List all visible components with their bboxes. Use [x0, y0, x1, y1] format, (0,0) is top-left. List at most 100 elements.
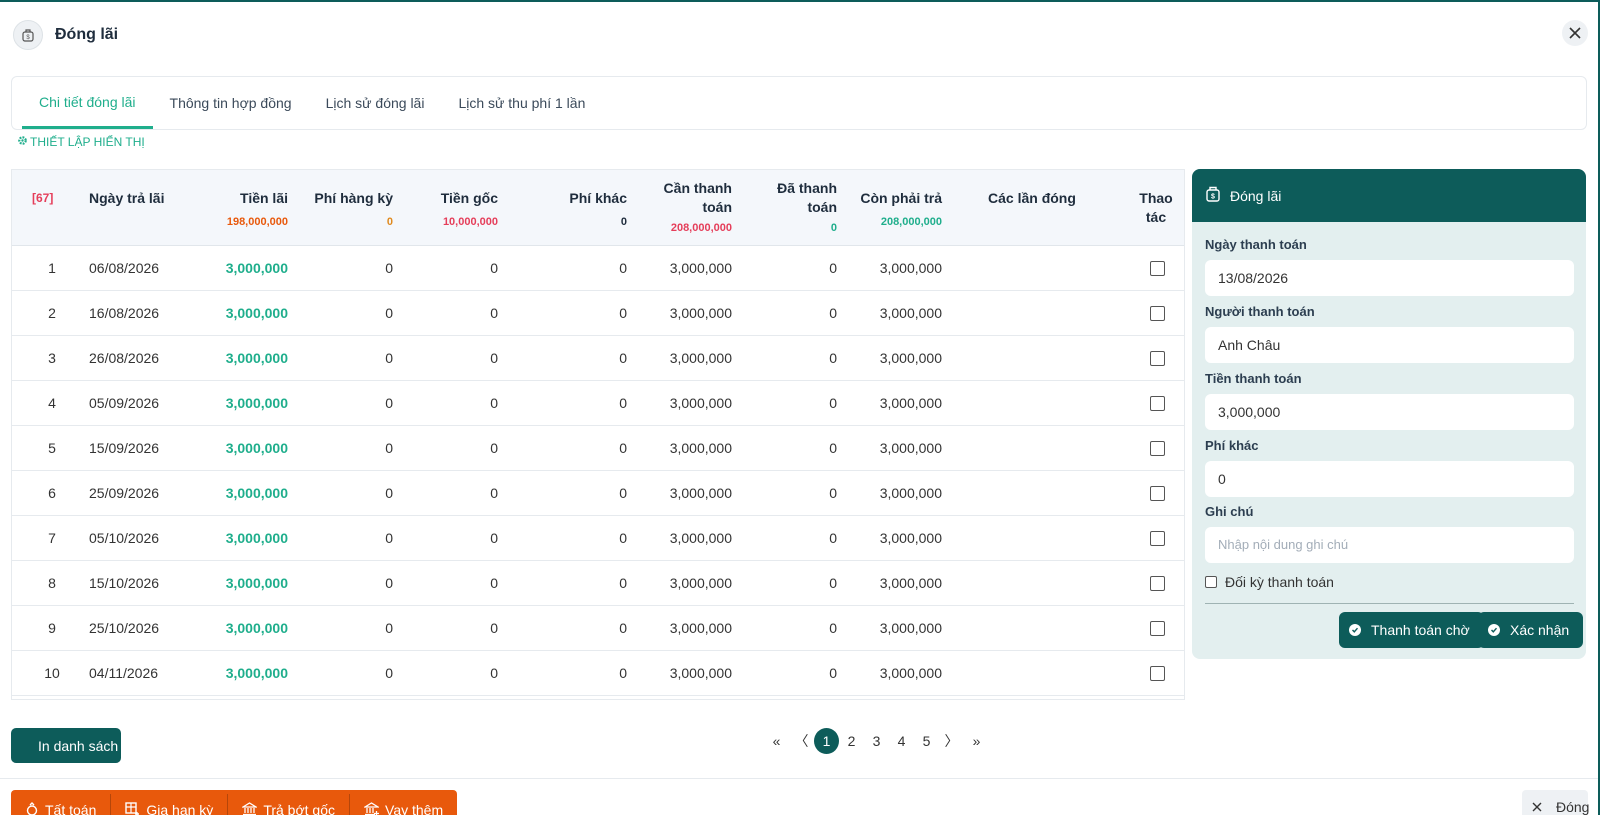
row-select-checkbox[interactable] — [1150, 621, 1165, 636]
borrow-more-button[interactable]: Vay thêm — [350, 794, 457, 815]
pagination: « 〈 1 2 3 4 5 〉 » — [764, 728, 989, 754]
close-icon[interactable] — [1562, 20, 1588, 46]
cell-paid: 0 — [829, 440, 837, 456]
cell-paid: 0 — [829, 305, 837, 321]
cell-date: 05/09/2026 — [89, 395, 160, 411]
cell-date: 25/09/2026 — [89, 485, 160, 501]
cell-to-pay: 3,000,000 — [669, 620, 732, 636]
row-count-badge: [67] — [32, 191, 54, 205]
reduce-principal-button[interactable]: Trả bớt gốc — [228, 794, 351, 815]
print-list-button[interactable]: In danh sách — [11, 728, 121, 763]
col-principal: Tiền gốc 10,000,000 — [393, 189, 498, 232]
table-row: 8 15/10/2026 3,000,000 0 0 0 3,000,000 0 3,000,0… — [12, 561, 1184, 606]
cell-date: 15/10/2026 — [89, 575, 160, 591]
cell-principal: 0 — [490, 350, 498, 366]
cell-to-pay: 3,000,000 — [669, 350, 732, 366]
cell-interest: 3,000,000 — [225, 395, 288, 411]
pending-payment-button[interactable]: Thanh toán chờ — [1339, 612, 1484, 648]
close-icon — [1532, 799, 1542, 815]
cell-no: 9 — [48, 620, 56, 636]
cell-other-fee: 0 — [619, 485, 627, 501]
reconcile-checkbox[interactable] — [1205, 576, 1217, 588]
cell-interest: 3,000,000 — [225, 575, 288, 591]
row-select-checkbox[interactable] — [1150, 261, 1165, 276]
payer-input[interactable]: Anh Châu — [1205, 327, 1574, 363]
cell-principal: 0 — [490, 575, 498, 591]
close-dialog-button[interactable]: Đóng — [1522, 790, 1589, 815]
total-to-pay: 208,000,000 — [670, 222, 732, 234]
page-last[interactable]: » — [972, 733, 981, 749]
col-to-pay: Cần thanh toán 208,000,000 — [627, 179, 732, 238]
table-header: [67] Ngày trả lãi Tiền lãi 198,000,000 P… — [12, 170, 1184, 246]
note-textarea[interactable]: Nhập nội dung ghi chú — [1205, 527, 1574, 563]
cell-paid: 0 — [829, 350, 837, 366]
cell-period-fee: 0 — [385, 260, 393, 276]
cell-period-fee: 0 — [385, 305, 393, 321]
cell-principal: 0 — [490, 260, 498, 276]
cell-to-pay: 3,000,000 — [669, 305, 732, 321]
display-settings-link[interactable]: THIẾT LẬP HIỂN THỊ — [17, 135, 145, 149]
row-select-checkbox[interactable] — [1150, 441, 1165, 456]
tab-contract-info[interactable]: Thông tin hợp đồng — [169, 95, 292, 111]
col-paid-label-2: toán — [807, 199, 837, 215]
tab-interest-history[interactable]: Lịch sử đóng lãi — [325, 95, 425, 111]
cell-to-pay: 3,000,000 — [669, 485, 732, 501]
page-1[interactable]: 1 — [814, 728, 839, 754]
other-fee-input[interactable]: 0 — [1205, 461, 1574, 497]
table-row: 1 06/08/2026 3,000,000 0 0 0 3,000,000 0 3,000,0… — [12, 246, 1184, 291]
amount-input[interactable]: 3,000,000 — [1205, 394, 1574, 430]
cell-other-fee: 0 — [619, 575, 627, 591]
row-select-checkbox[interactable] — [1150, 666, 1165, 681]
interest-table: [67] Ngày trả lãi Tiền lãi 198,000,000 P… — [11, 169, 1185, 700]
money-bag-icon — [25, 801, 39, 815]
reconcile-checkbox-row[interactable]: Đối kỳ thanh toán — [1205, 574, 1334, 590]
cell-no: 2 — [48, 305, 56, 321]
tab-bar: Chi tiết đóng lãi Thông tin hợp đồng Lịc… — [11, 76, 1587, 130]
row-select-checkbox[interactable] — [1150, 531, 1165, 546]
cell-period-fee: 0 — [385, 350, 393, 366]
confirm-button[interactable]: Xác nhận — [1478, 612, 1584, 648]
col-principal-label: Tiền gốc — [440, 190, 498, 206]
row-select-checkbox[interactable] — [1150, 576, 1165, 591]
page-2[interactable]: 2 — [847, 733, 856, 749]
cell-paid: 0 — [829, 395, 837, 411]
col-period-fee-label: Phí hàng kỳ — [314, 190, 393, 206]
total-principal: 10,000,000 — [442, 216, 498, 228]
cell-period-fee: 0 — [385, 440, 393, 456]
footer-action-group: Tất toán Gia hạn kỳ Trả bớt gốc Vay thêm — [11, 790, 458, 815]
extend-term-button[interactable]: Gia hạn kỳ — [111, 794, 229, 815]
cell-remaining: 3,000,000 — [879, 440, 942, 456]
row-select-checkbox[interactable] — [1150, 306, 1165, 321]
row-select-checkbox[interactable] — [1150, 396, 1165, 411]
cell-paid: 0 — [829, 575, 837, 591]
reconcile-label: Đối kỳ thanh toán — [1225, 574, 1334, 590]
settle-button[interactable]: Tất toán — [11, 794, 112, 815]
page-next[interactable]: 〉 — [944, 733, 959, 749]
cell-other-fee: 0 — [619, 440, 627, 456]
cell-remaining: 3,000,000 — [879, 350, 942, 366]
row-select-checkbox[interactable] — [1150, 486, 1165, 501]
reduce-principal-label: Trả bớt gốc — [263, 802, 336, 815]
cell-principal: 0 — [490, 305, 498, 321]
page-3[interactable]: 3 — [872, 733, 881, 749]
confirm-label: Xác nhận — [1510, 622, 1570, 638]
cell-no: 3 — [48, 350, 56, 366]
cell-date: 16/08/2026 — [89, 305, 160, 321]
cell-principal: 0 — [490, 485, 498, 501]
row-select-checkbox[interactable] — [1150, 351, 1165, 366]
cell-other-fee: 0 — [619, 350, 627, 366]
page-4[interactable]: 4 — [897, 733, 906, 749]
page-5[interactable]: 5 — [922, 733, 931, 749]
cell-interest: 3,000,000 — [225, 530, 288, 546]
panel-divider — [1205, 603, 1574, 604]
page-prev[interactable]: 〈 — [794, 733, 809, 749]
cell-date: 15/09/2026 — [89, 440, 160, 456]
cell-period-fee: 0 — [385, 620, 393, 636]
page-first[interactable]: « — [772, 733, 781, 749]
other-fee-label: Phí khác — [1205, 438, 1259, 453]
tab-interest-detail[interactable]: Chi tiết đóng lãi — [22, 77, 153, 129]
cell-period-fee: 0 — [385, 575, 393, 591]
payment-date-input[interactable]: 13/08/2026 — [1205, 260, 1574, 296]
tab-fee-history[interactable]: Lịch sử thu phí 1 lần — [458, 95, 586, 111]
table-row: 6 25/09/2026 3,000,000 0 0 0 3,000,000 0 3,000,0… — [12, 471, 1184, 516]
